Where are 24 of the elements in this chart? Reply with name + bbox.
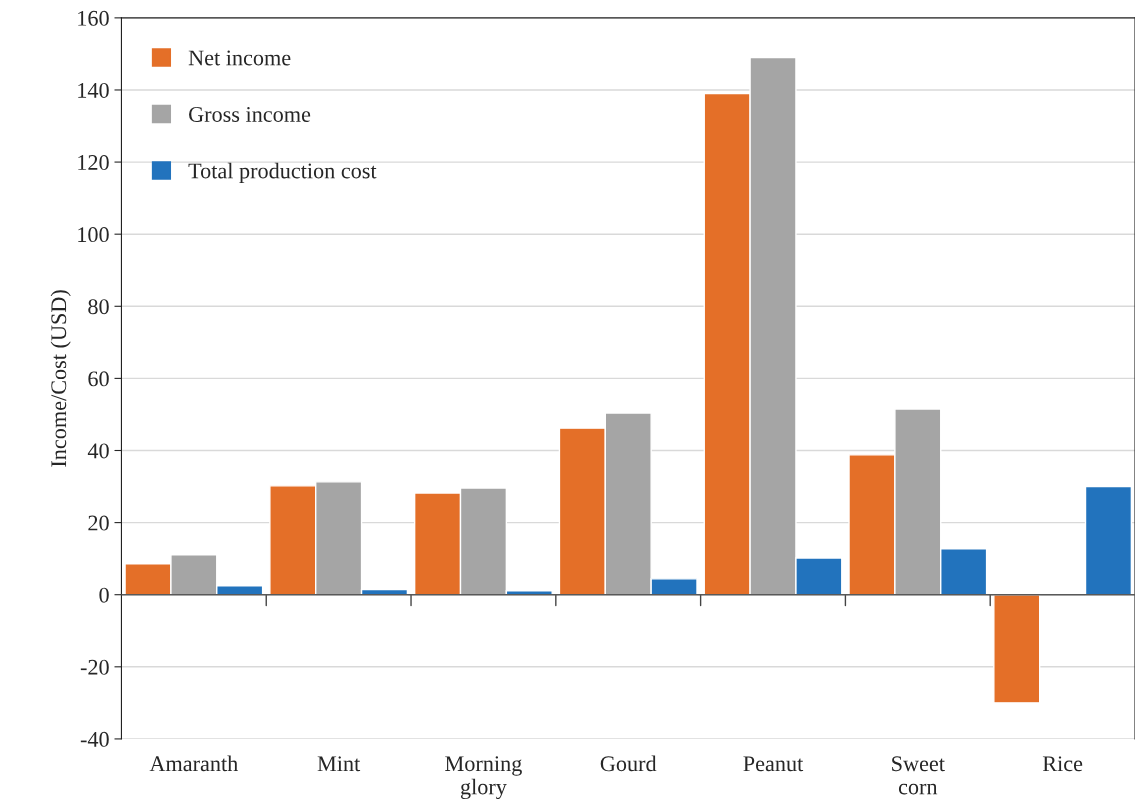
x-tick-label: Sweet corn bbox=[892, 756, 945, 795]
y-tick-label: 60 bbox=[88, 371, 109, 387]
y-axis-title: Income/Cost (USD) bbox=[50, 290, 71, 467]
y-tick-label: 0 bbox=[99, 587, 109, 603]
legend-label: Gross income bbox=[189, 106, 311, 122]
y-tick-label: 20 bbox=[88, 515, 109, 531]
legend-label: Net income bbox=[188, 50, 291, 66]
y-tick-label: -40 bbox=[80, 731, 109, 747]
y-tick-label: 100 bbox=[78, 227, 109, 243]
x-tick-label: Gourd bbox=[600, 755, 657, 772]
x-tick-label: Mint bbox=[317, 756, 361, 772]
x-tick-label: Peanut bbox=[743, 756, 804, 772]
y-tick-label: 120 bbox=[78, 155, 109, 170]
x-tick-label: Amaranth bbox=[149, 755, 238, 772]
y-tick-label: 40 bbox=[87, 443, 109, 459]
y-tick-label: 160 bbox=[78, 10, 109, 26]
y-tick-label: 140 bbox=[78, 82, 109, 98]
legend-label: Total production cost bbox=[188, 162, 377, 183]
y-tick-label: 80 bbox=[88, 299, 109, 315]
bar bbox=[993, 594, 1041, 704]
x-tick-label: Morning glory bbox=[445, 756, 522, 800]
x-tick-label: Rice bbox=[1042, 756, 1083, 772]
bar bbox=[1084, 485, 1133, 596]
y-tick-label: -20 bbox=[80, 659, 109, 675]
